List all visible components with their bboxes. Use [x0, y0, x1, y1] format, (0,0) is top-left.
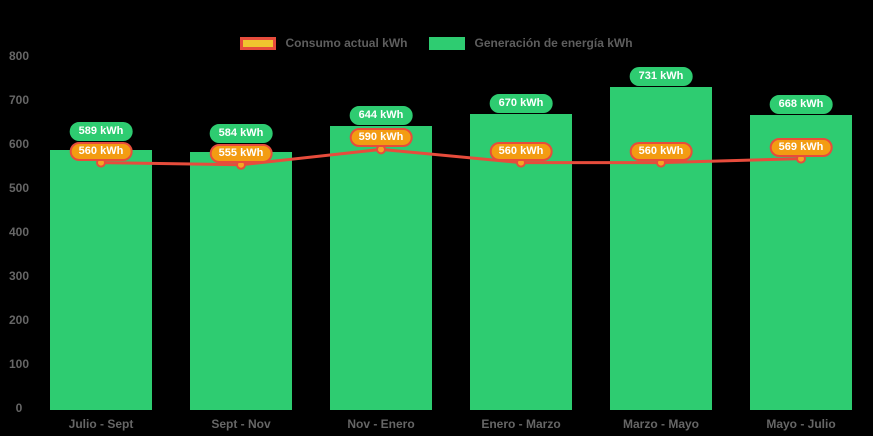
generacion-legend-swatch-icon	[429, 36, 466, 50]
legend-item-generacion[interactable]: Generación de energía kWh	[429, 36, 633, 50]
y-axis-tick-label: 200	[8, 313, 30, 327]
bar-value-label: 731 kWh	[629, 67, 693, 87]
legend-label-consumo: Consumo actual kWh	[285, 36, 408, 50]
bar-value-label: 589 kWh	[69, 121, 133, 141]
chart-legend: Consumo actual kWh Generación de energía…	[0, 36, 873, 50]
y-axis-tick-label: 300	[8, 269, 30, 283]
bar-value-label: 584 kWh	[209, 123, 273, 143]
x-axis-label: Mayo - Julio	[766, 417, 836, 431]
x-axis-label: Marzo - Mayo	[622, 417, 700, 431]
y-axis-tick-label: 700	[8, 93, 30, 107]
consumo-legend-swatch-icon	[240, 36, 277, 50]
generation-bar[interactable]	[190, 152, 292, 410]
bar-value-label: 668 kWh	[769, 95, 833, 115]
generation-bar[interactable]	[610, 87, 712, 410]
line-value-label: 590 kWh	[349, 128, 413, 148]
y-axis-tick-label: 600	[8, 137, 30, 151]
line-value-label: 560 kWh	[629, 141, 693, 161]
x-axis-label: Julio - Sept	[68, 417, 134, 431]
x-axis-label: Enero - Marzo	[481, 417, 561, 431]
legend-label-generacion: Generación de energía kWh	[474, 36, 633, 50]
y-axis-tick-label: 800	[8, 49, 30, 63]
y-axis-tick-label: 100	[8, 357, 30, 371]
generation-bar[interactable]	[750, 115, 852, 410]
y-axis-tick-label: 0	[15, 401, 23, 415]
legend-item-consumo[interactable]: Consumo actual kWh	[240, 36, 407, 50]
generation-bar[interactable]	[50, 149, 152, 410]
bar-value-label: 644 kWh	[349, 105, 413, 125]
line-value-label: 560 kWh	[489, 141, 553, 161]
x-axis-label: Sept - Nov	[211, 417, 271, 431]
bar-value-label: 670 kWh	[489, 94, 553, 114]
x-axis-label: Nov - Enero	[347, 417, 415, 431]
line-value-label: 560 kWh	[69, 141, 133, 161]
generation-bar[interactable]	[330, 125, 432, 410]
y-axis-tick-label: 400	[8, 225, 30, 239]
y-axis-tick-label: 500	[8, 181, 30, 195]
line-value-label: 555 kWh	[209, 143, 273, 163]
line-value-label: 569 kWh	[769, 137, 833, 157]
